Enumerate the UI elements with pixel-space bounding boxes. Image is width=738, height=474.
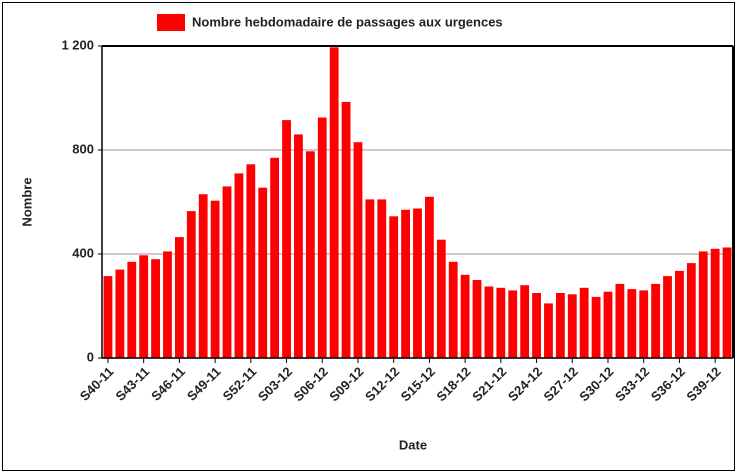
bar: [615, 283, 625, 358]
y-tick-label: 800: [72, 141, 94, 156]
x-tick-label: S21-12: [469, 364, 509, 404]
x-tick-label: S09-12: [326, 364, 366, 404]
bar: [472, 280, 482, 358]
x-tick-label: S27-12: [541, 364, 581, 404]
bar: [294, 134, 303, 358]
bar: [544, 303, 553, 358]
x-tick-label: S18-12: [433, 364, 473, 404]
bar: [627, 289, 637, 358]
x-tick-label: S39-12: [683, 364, 723, 404]
y-tick-label: 1 200: [61, 37, 94, 52]
bar: [317, 117, 327, 358]
x-tick-label: S24-12: [505, 364, 545, 404]
bar: [675, 270, 684, 358]
x-tick-label: S33-12: [612, 364, 652, 404]
legend-swatch: [157, 14, 185, 31]
bar: [389, 216, 399, 358]
bar: [222, 186, 232, 358]
bar: [246, 164, 256, 358]
bar: [305, 151, 315, 358]
bar: [698, 251, 708, 358]
bar: [436, 239, 446, 358]
bar: [555, 293, 565, 358]
y-axis-label: Nombre: [19, 177, 34, 226]
y-tick-label: 0: [87, 349, 94, 364]
bar: [377, 199, 387, 358]
bar: [639, 290, 649, 358]
x-tick-label: S43-11: [112, 364, 152, 404]
bar: [520, 285, 530, 358]
bar: [127, 261, 137, 358]
bar: [448, 261, 458, 358]
bar: [460, 274, 470, 358]
bar: [234, 173, 244, 358]
x-tick-label: S40-11: [77, 364, 117, 404]
bar: [413, 208, 422, 358]
bar: [270, 157, 280, 358]
bar: [115, 269, 125, 358]
x-tick-label: S15-12: [398, 364, 438, 404]
bar: [103, 276, 113, 358]
bar: [151, 259, 160, 358]
bar: [710, 248, 720, 358]
bar: [139, 255, 149, 358]
bar: [603, 291, 613, 358]
bar: [496, 287, 506, 358]
bar: [663, 276, 672, 358]
bar: [425, 196, 434, 358]
bar: [174, 237, 184, 358]
bar: [579, 287, 589, 358]
bar: [508, 290, 518, 358]
bar: [484, 286, 494, 358]
x-tick-label: S06-12: [291, 364, 331, 404]
y-tick-label: 400: [72, 245, 94, 260]
bar: [591, 296, 601, 358]
x-tick-label: S03-12: [255, 364, 295, 404]
bar: [258, 187, 268, 358]
bar: [329, 47, 339, 359]
x-axis-label: Date: [399, 437, 427, 452]
bar: [163, 251, 172, 358]
x-tick-label: S52-11: [220, 364, 260, 404]
bar: [186, 211, 196, 358]
bar: [532, 293, 541, 358]
x-tick-label: S12-12: [362, 364, 402, 404]
bar: [210, 200, 220, 358]
bar: [651, 283, 661, 358]
bar: [401, 209, 410, 358]
x-tick-label: S36-12: [648, 364, 688, 404]
bar: [341, 101, 351, 359]
bar: [365, 199, 375, 358]
x-tick-label: S46-11: [148, 364, 188, 404]
bar: [567, 294, 577, 358]
x-tick-label: S30-12: [576, 364, 616, 404]
bar: [282, 120, 291, 358]
bar: [686, 263, 696, 358]
legend-label: Nombre hebdomadaire de passages aux urge…: [192, 14, 503, 29]
bar: [722, 247, 732, 358]
bar: [353, 142, 363, 358]
bar: [198, 194, 208, 358]
x-tick-label: S49-11: [184, 364, 224, 404]
